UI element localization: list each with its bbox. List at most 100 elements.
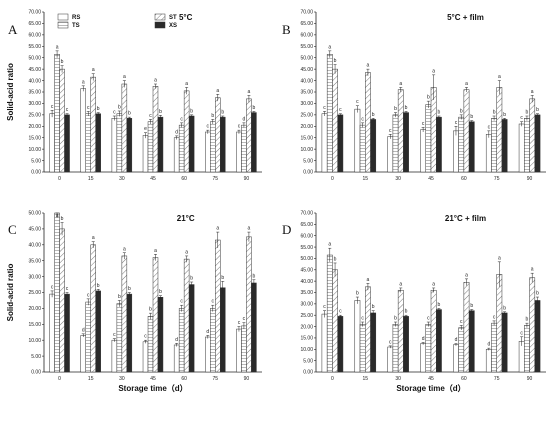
significance-label: b	[460, 108, 463, 114]
legend-swatch-rs	[57, 13, 69, 21]
bar-ts	[425, 324, 432, 373]
significance-label: e	[144, 126, 147, 132]
bar-xs	[436, 116, 442, 173]
significance-label: a	[154, 78, 157, 84]
significance-label: b	[394, 316, 397, 322]
bar-st	[215, 239, 221, 373]
y-tick-label: 45.00	[300, 67, 313, 73]
bar-st	[215, 97, 221, 173]
significance-label: c	[87, 105, 90, 111]
bar-xs	[220, 287, 226, 373]
y-tick-label: 45.00	[28, 227, 41, 233]
bar-rs	[420, 343, 426, 373]
y-tick-label: 35.00	[28, 90, 41, 96]
significance-label: b	[470, 114, 473, 120]
bar-rs	[111, 118, 118, 173]
y-tick-label: 25.00	[300, 313, 313, 319]
panel-title: 21°C + film	[445, 214, 486, 223]
bar-ts	[210, 308, 216, 373]
bar-ts	[491, 118, 497, 173]
bar-st	[430, 289, 437, 373]
bar-ts	[54, 212, 60, 373]
bar-rs	[236, 131, 242, 173]
y-tick-label: 25.00	[28, 290, 41, 296]
y-tick-label: 10.00	[300, 347, 313, 353]
bar-st	[121, 255, 128, 373]
significance-label: d	[175, 129, 178, 135]
bar-ts	[116, 113, 123, 173]
bar-ts	[54, 54, 60, 173]
bar-ts	[116, 303, 123, 373]
significance-label: c	[243, 316, 246, 322]
x-tick-label: 75	[494, 176, 500, 182]
significance-label: b	[536, 107, 539, 113]
bar-ts	[178, 124, 185, 173]
panel-letter: A	[8, 22, 18, 37]
x-tick-label: 15	[363, 376, 369, 382]
significance-label: b	[394, 106, 397, 112]
significance-label: a	[123, 74, 126, 80]
significance-label: d	[487, 342, 490, 348]
significance-label: c	[361, 316, 364, 322]
bar-xs	[370, 119, 377, 173]
x-tick-label: 0	[331, 176, 334, 182]
x-tick-label: 90	[244, 376, 250, 382]
y-tick-label: 60.00	[300, 33, 313, 39]
bar-st	[496, 87, 503, 173]
significance-label: c	[113, 332, 116, 338]
y-tick-label: 15.00	[28, 135, 41, 141]
y-tick-label: 0.00	[31, 370, 41, 376]
significance-label: b	[128, 286, 131, 292]
bar-rs	[173, 137, 180, 173]
significance-label: a	[185, 249, 188, 255]
panel-title: 5°C + film	[447, 13, 484, 22]
significance-label: a	[531, 267, 534, 273]
chart-panel-b: 0.00 5.00 10.00 15.00 20.00 25.00 30.00 35.00 40…	[282, 10, 546, 182]
bar-st	[496, 274, 503, 373]
panel-letter: D	[282, 222, 291, 237]
significance-label: b	[97, 106, 100, 112]
bar-xs	[468, 121, 475, 173]
significance-label: a	[367, 63, 370, 69]
bar-xs	[220, 116, 226, 173]
y-tick-label: 70.00	[300, 211, 313, 217]
significance-label: a	[328, 44, 331, 50]
significance-label: c	[323, 304, 326, 310]
x-tick-label: 45	[150, 176, 156, 182]
significance-label: b	[221, 110, 224, 116]
x-tick-label: 15	[88, 176, 94, 182]
significance-label: d	[455, 337, 458, 343]
x-axis-label: Storage time（d）	[396, 383, 465, 393]
y-tick-label: 30.00	[28, 274, 41, 280]
y-tick-label: 45.00	[28, 67, 41, 73]
bar-ts	[178, 308, 185, 373]
bar-rs	[49, 293, 55, 373]
bar-ts	[392, 114, 399, 173]
bar-st	[397, 289, 404, 373]
bar-rs	[80, 335, 86, 373]
significance-label: a	[465, 81, 468, 87]
y-tick-label: 50.00	[300, 55, 313, 61]
bar-st	[59, 228, 65, 373]
y-tick-label: 10.00	[28, 147, 41, 153]
bar-rs	[518, 341, 525, 373]
bar-st	[430, 87, 437, 173]
bar-ts	[326, 254, 333, 373]
x-tick-label: 90	[244, 176, 250, 182]
significance-label: b	[405, 309, 408, 315]
significance-label: a	[498, 74, 501, 80]
bar-xs	[534, 300, 541, 373]
significance-label: b	[118, 104, 121, 110]
y-tick-label: 15.00	[300, 135, 313, 141]
significance-label: c	[149, 113, 152, 119]
bar-ts	[392, 324, 399, 373]
bar-ts	[147, 121, 154, 173]
bar-rs	[111, 339, 118, 373]
y-tick-label: 20.00	[28, 124, 41, 130]
panel-letter: C	[8, 222, 17, 237]
chart-panel-a: 0.00 5.00 10.00 15.00 20.00 25.00 30.00 35.00 40…	[6, 10, 262, 182]
legend-label-xs: XS	[169, 23, 177, 29]
bar-xs	[157, 116, 164, 173]
